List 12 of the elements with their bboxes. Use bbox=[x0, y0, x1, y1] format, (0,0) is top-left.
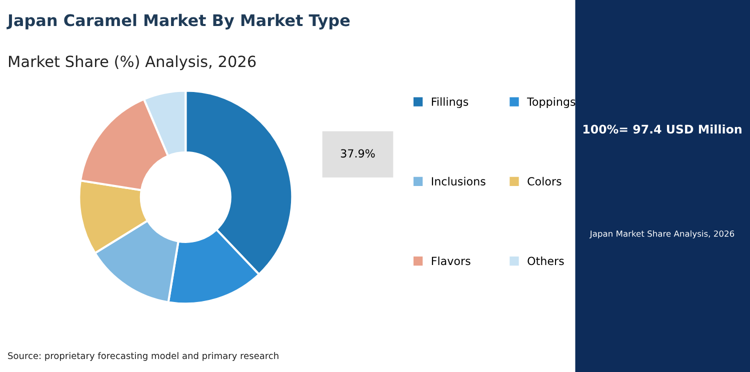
chart-subtitle: Market Share (%) Analysis, 2026 bbox=[9, 55, 256, 70]
legend-label: Toppings bbox=[527, 97, 576, 108]
legend-label: Flavors bbox=[432, 256, 470, 266]
source-note: Source: proprietary forecasting model and primary research bbox=[8, 352, 278, 361]
text: Japan Market Share Analysis, 2026 bbox=[589, 230, 734, 238]
text: 100%= 97.4 USD Million bbox=[584, 124, 742, 134]
legend-label: Colors bbox=[528, 176, 562, 186]
legend-label: Fillings bbox=[432, 97, 468, 108]
legend-label: Others bbox=[528, 256, 564, 266]
legend-label: Inclusions bbox=[432, 176, 486, 186]
chart-title: Japan Caramel Market By Market Type bbox=[6, 14, 350, 30]
data-label: 37.9% bbox=[340, 149, 375, 158]
